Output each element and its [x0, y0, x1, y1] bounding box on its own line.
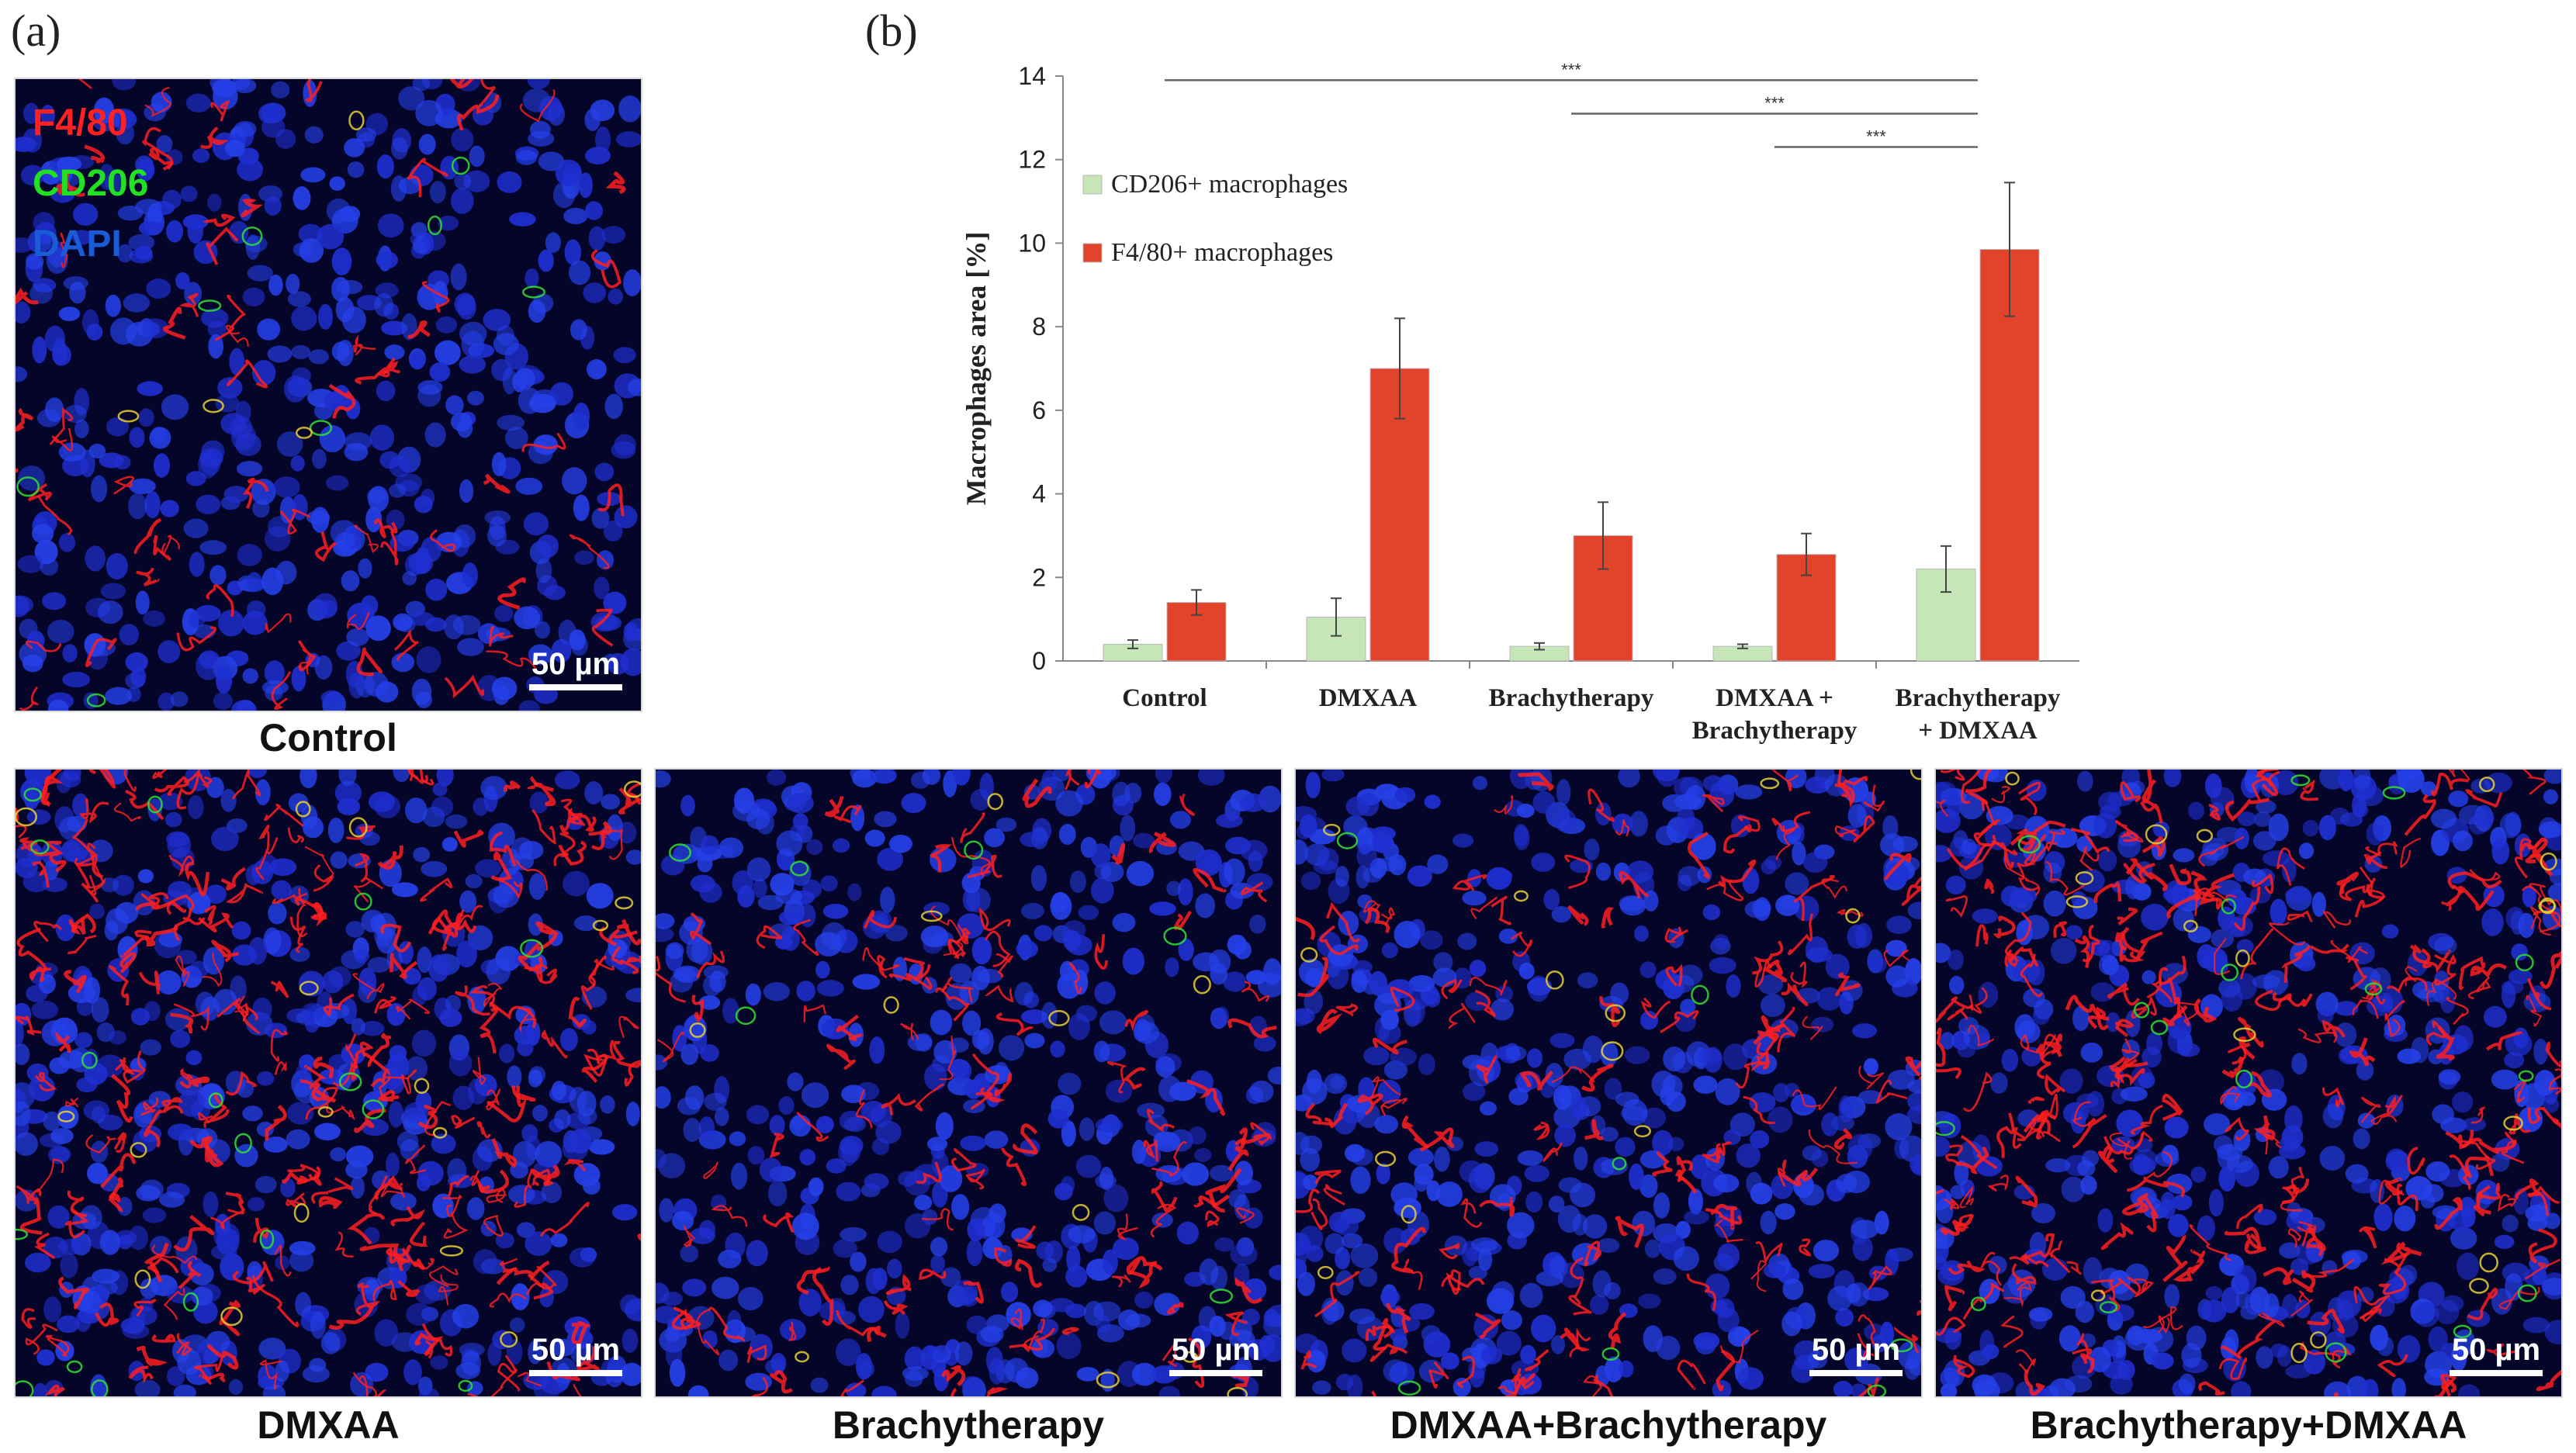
x-category-label: Brachytherapy: [1692, 717, 1858, 745]
scale-bar-label: 50 µm: [531, 647, 621, 681]
error-bar: [1127, 639, 1138, 649]
y-tick-label: 8: [1032, 313, 1046, 341]
y-tick-label: 12: [1018, 146, 1046, 174]
y-tick-label: 4: [1032, 480, 1046, 508]
scale-bar: 50 µm: [1809, 1333, 1903, 1376]
scale-bar-label: 50 µm: [531, 1333, 621, 1367]
error-bar: [1801, 532, 1812, 576]
error-bar: [1331, 597, 1342, 637]
caption-brachytherapy-dmxaa: Brachytherapy+DMXAA: [2030, 1403, 2467, 1447]
bar-chart: 0 2 4 6 8 10 12 14 Macrophages area [%] Control DM…: [947, 47, 2110, 760]
y-tick-label: 14: [1018, 62, 1046, 90]
bar: [1979, 249, 2040, 662]
x-category-label: DMXAA: [1319, 684, 1418, 712]
legend-label: CD206+ macrophages: [1111, 170, 1348, 199]
scale-bar: 50 µm: [1169, 1333, 1262, 1376]
y-axis-label: Macrophages area [%]: [961, 232, 992, 506]
scale-bar: 50 µm: [529, 647, 622, 690]
y-tick-label: 2: [1032, 563, 1046, 591]
scale-bar-label: 50 µm: [1811, 1333, 1901, 1367]
panel-label-b: (b): [865, 5, 918, 56]
legend-label: F4/80+ macrophages: [1111, 238, 1333, 267]
x-category-label: Control: [1122, 684, 1207, 712]
caption-dmxaa-brachytherapy: DMXAA+Brachytherapy: [1390, 1403, 1827, 1447]
caption-dmxaa: DMXAA: [257, 1403, 400, 1447]
stain-label-dapi: DAPI: [33, 223, 122, 265]
y-tick-label: 10: [1018, 229, 1046, 257]
micrograph-brachytherapy-dmxaa: 50 µm: [1934, 768, 2563, 1398]
y-tick-label: 6: [1032, 396, 1046, 424]
scale-bar-label: 50 µm: [2451, 1333, 2541, 1367]
legend-swatch: [1082, 175, 1103, 195]
panel-label-a: (a): [11, 5, 61, 56]
x-category-label: Brachytherapy: [1896, 684, 2061, 712]
stain-label-cd206: CD206: [33, 163, 149, 204]
stain-label-f4-80: F4/80: [33, 102, 128, 144]
significance-label: ***: [1561, 60, 1581, 79]
error-bar: [1941, 545, 1951, 593]
error-bar: [2004, 182, 2015, 317]
micrograph-dmxaa-brachytherapy: 50 µm: [1294, 768, 1923, 1398]
scale-bar-label: 50 µm: [1171, 1333, 1261, 1367]
error-bar: [1598, 501, 1608, 570]
error-bar: [1737, 643, 1748, 649]
micrograph-control: F4/80 CD206 DAPI 50 µm: [14, 78, 642, 712]
bar-chart-svg: 0 2 4 6 8 10 12 14 Macrophages area [%] Control DM…: [961, 60, 2079, 745]
stain-legend: F4/80 CD206 DAPI: [33, 93, 148, 275]
significance-label: ***: [1764, 93, 1785, 112]
x-category-label: DMXAA +: [1716, 684, 1833, 712]
legend-swatch: [1082, 243, 1103, 263]
scale-bar: 50 µm: [2450, 1333, 2543, 1376]
micrograph-dmxaa: 50 µm: [14, 768, 642, 1398]
error-bar: [1394, 317, 1405, 420]
error-bar: [1534, 642, 1545, 651]
x-category-label: + DMXAA: [1918, 717, 2038, 745]
caption-brachytherapy: Brachytherapy: [832, 1403, 1105, 1447]
y-tick-label: 0: [1032, 647, 1046, 675]
error-bar: [1191, 589, 1202, 616]
micrograph-brachytherapy: 50 µm: [654, 768, 1283, 1398]
x-category-label: Brachytherapy: [1489, 684, 1654, 712]
significance-label: ***: [1866, 127, 1886, 147]
caption-control: Control: [259, 716, 397, 759]
scale-bar: 50 µm: [529, 1333, 622, 1376]
